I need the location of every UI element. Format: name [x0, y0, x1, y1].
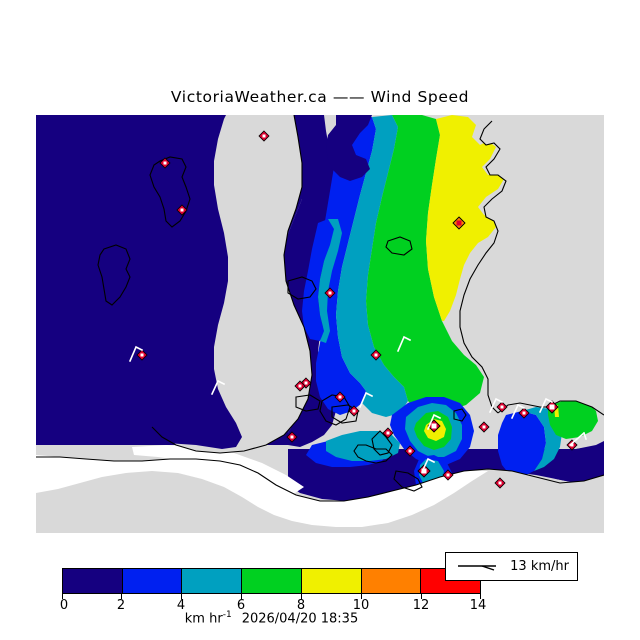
colorbar-tick-label: 10	[352, 598, 370, 613]
coast-olympic-north	[36, 456, 604, 502]
station-marker	[494, 477, 506, 489]
pacific-left	[36, 115, 242, 449]
wind-barb	[538, 397, 554, 414]
station-marker	[286, 431, 298, 443]
colorbar-band-2-4	[122, 569, 183, 593]
wind-speed-map[interactable]	[36, 115, 604, 533]
coast-saanich-inlet	[371, 430, 393, 456]
station-marker	[159, 157, 171, 169]
wind-barb-legend-label: 13 km/hr	[510, 559, 569, 574]
wind-barb	[420, 457, 436, 474]
wind-barb	[426, 413, 442, 431]
station-marker	[404, 445, 416, 457]
station-marker	[545, 400, 559, 414]
island-outline-small-a	[295, 394, 321, 412]
colorbar-caption: km hr-1 2026/04/20 18:35	[62, 610, 481, 626]
wind-speed-colorbar[interactable]	[62, 568, 481, 594]
outside-domain-white	[36, 455, 488, 527]
wind-barb	[210, 379, 226, 396]
coast-mainland	[459, 120, 507, 414]
colorbar-units-exponent: -1	[222, 610, 232, 620]
wind-barb-legend[interactable]: 13 km/hr	[445, 552, 578, 581]
contour-6-8-georgia-core	[366, 115, 484, 411]
colorbar-units: km hr	[184, 611, 223, 627]
station-marker	[294, 380, 306, 392]
wind-barb	[128, 345, 144, 363]
coastlines	[36, 115, 604, 502]
station-marker	[452, 216, 466, 230]
station-marker	[478, 421, 490, 433]
station-marker	[518, 407, 530, 419]
island-outline-north	[149, 156, 191, 228]
colorbar-tick-label: 12	[412, 598, 430, 613]
island-outline-small-b	[331, 404, 359, 424]
contour-4-6-georgia	[336, 115, 408, 417]
contour-2-4-georgia-west	[316, 117, 376, 415]
wind-barbs	[128, 335, 588, 474]
colorbar-band-0-2	[63, 569, 123, 593]
colorbar-area: 0 2 4 6 8 10 12 14 km hr-1 2026/04/20 18:…	[59, 568, 486, 626]
station-marker	[258, 130, 270, 142]
colorbar-band-8-10	[301, 569, 362, 593]
contour-4-6-upper-left	[318, 219, 342, 343]
island-outline-mid	[287, 276, 317, 300]
colorbar-tick-label: 2	[116, 598, 126, 613]
colorbar-tick-label: 4	[176, 598, 186, 613]
station-marker	[136, 349, 148, 361]
wind-barb	[358, 391, 374, 409]
wind-barb	[568, 431, 588, 447]
colorbar-tick-label: 6	[236, 598, 246, 613]
forecast-timestamp: 2026/04/20 18:35	[241, 611, 359, 627]
station-marker	[324, 287, 336, 299]
contour-8-10-mainland	[426, 115, 504, 321]
wind-barb	[488, 397, 504, 414]
outside-domain-white-2	[132, 445, 304, 495]
colorbar-tick-label: 8	[296, 598, 306, 613]
contour-2-4-upper-left	[302, 219, 334, 341]
wind-barb-icon	[458, 565, 496, 571]
station-marker	[176, 204, 188, 216]
contour-4-6-sw-coast	[326, 431, 400, 461]
coast-east-islands	[497, 400, 604, 416]
coast-inlet-a	[393, 470, 423, 492]
coast-victoria-inlets	[353, 444, 393, 464]
colorbar-band-4-6	[182, 569, 243, 593]
station-marker	[334, 391, 346, 403]
colorbar-band-6-8	[242, 569, 302, 593]
contour-0-2-nanaimo-lee	[326, 115, 372, 181]
colorbar-band-10-12	[361, 569, 422, 593]
station-marker	[566, 439, 578, 451]
island-outline-mayne	[385, 236, 413, 256]
island-outline-gulf	[453, 408, 467, 422]
station-marker	[442, 469, 454, 481]
colorbar-tick-label: 0	[59, 598, 69, 613]
island-outline-south	[97, 244, 131, 306]
colorbar-ticks: 0 2 4 6 8 10 12 14	[59, 594, 486, 613]
station-marker	[370, 349, 382, 361]
contour-6-8-east-patch	[548, 399, 598, 439]
land-mainland	[460, 115, 604, 415]
water-channels	[36, 115, 242, 449]
contour-2-4-east	[498, 411, 546, 477]
station-marker	[348, 405, 360, 417]
station-marker	[417, 464, 431, 478]
wind-barb	[510, 403, 526, 420]
station-marker	[496, 401, 508, 413]
page-title: VictoriaWeather.ca —— Wind Speed	[170, 88, 470, 106]
station-marker	[382, 427, 394, 439]
colorbar-tick-label: 14	[469, 598, 487, 613]
coast-vancouver-island-east	[151, 115, 313, 454]
wind-barb	[396, 335, 412, 353]
